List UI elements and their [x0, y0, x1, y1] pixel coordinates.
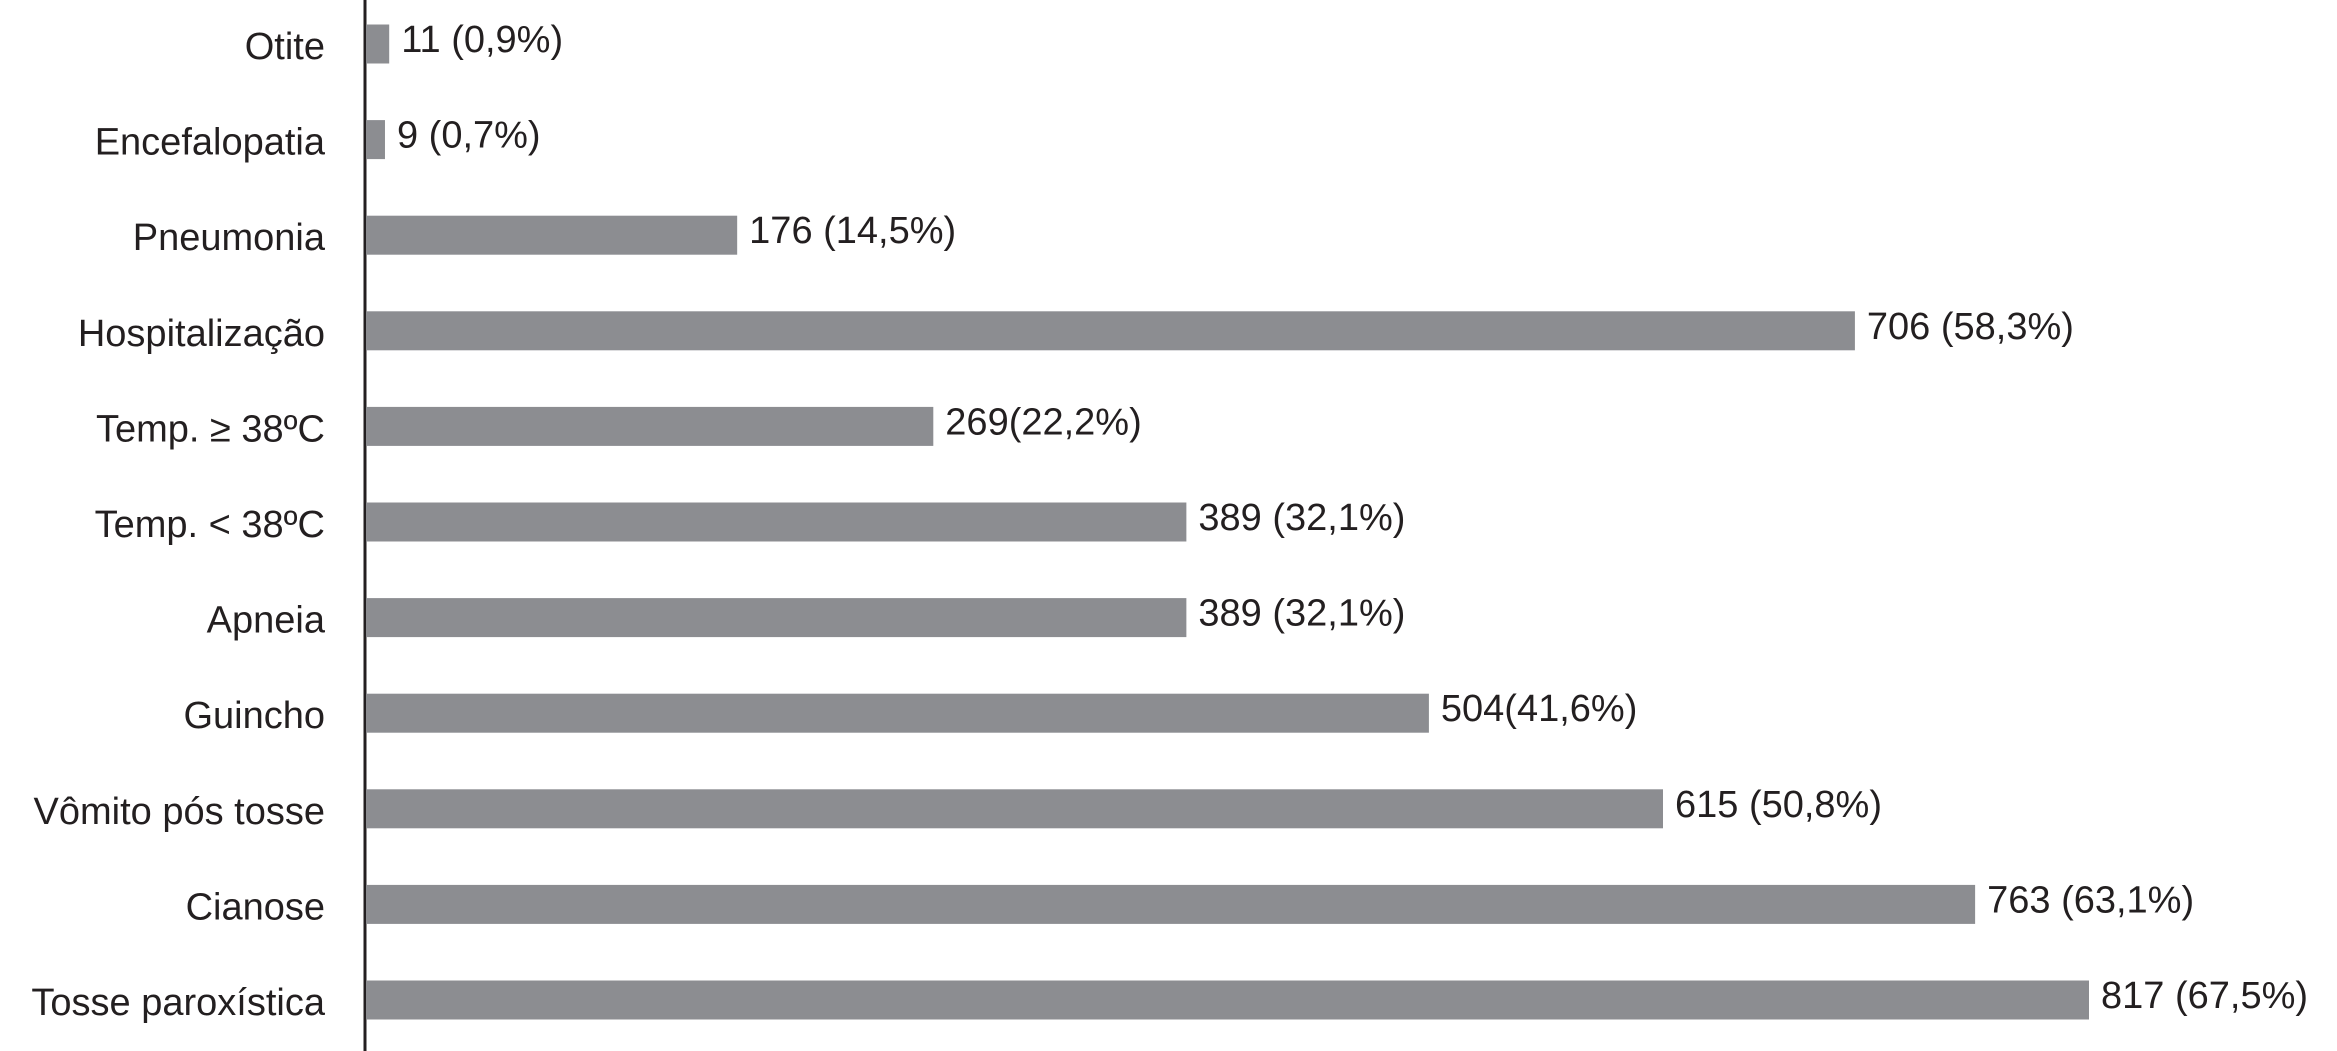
- bar: [366, 598, 1187, 638]
- category-label: Vômito pós tosse: [34, 791, 325, 833]
- value-label: 615 (50,8%): [1675, 784, 1882, 826]
- category-label: Temp. ≥ 38ºC: [96, 408, 325, 450]
- bar: [366, 24, 390, 64]
- category-label: Hospitalização: [78, 313, 325, 355]
- category-label: Pneumonia: [133, 217, 326, 259]
- bar: [366, 311, 1855, 351]
- value-label: 763 (63,1%): [1987, 879, 2194, 921]
- value-label: 389 (32,1%): [1198, 593, 1405, 635]
- bar: [366, 502, 1187, 542]
- bar: [366, 980, 2089, 1020]
- bar: [366, 406, 934, 446]
- category-label: Temp. < 38ºC: [95, 504, 325, 546]
- bar: [366, 120, 385, 160]
- value-label: 176 (14,5%): [749, 210, 956, 252]
- category-label: Guincho: [183, 695, 325, 737]
- value-label: 504(41,6%): [1441, 688, 1637, 730]
- value-label: 817 (67,5%): [2101, 975, 2308, 1017]
- category-label: Apneia: [207, 600, 326, 642]
- value-label: 389 (32,1%): [1198, 497, 1405, 539]
- value-label: 9 (0,7%): [397, 115, 541, 157]
- value-label: 706 (58,3%): [1867, 306, 2074, 348]
- bar: [366, 215, 738, 255]
- value-label: 11 (0,9%): [401, 19, 563, 61]
- category-label: Cianose: [186, 886, 325, 928]
- bar: [366, 789, 1663, 829]
- bar: [366, 884, 1976, 924]
- value-label: 269(22,2%): [945, 401, 1141, 443]
- category-label: Encefalopatia: [95, 122, 326, 164]
- category-label: Tosse paroxística: [31, 982, 325, 1024]
- category-label: Otite: [245, 26, 325, 68]
- bar: [366, 693, 1429, 733]
